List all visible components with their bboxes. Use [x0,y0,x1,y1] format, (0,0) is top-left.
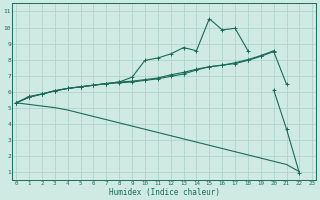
X-axis label: Humidex (Indice chaleur): Humidex (Indice chaleur) [109,188,220,197]
